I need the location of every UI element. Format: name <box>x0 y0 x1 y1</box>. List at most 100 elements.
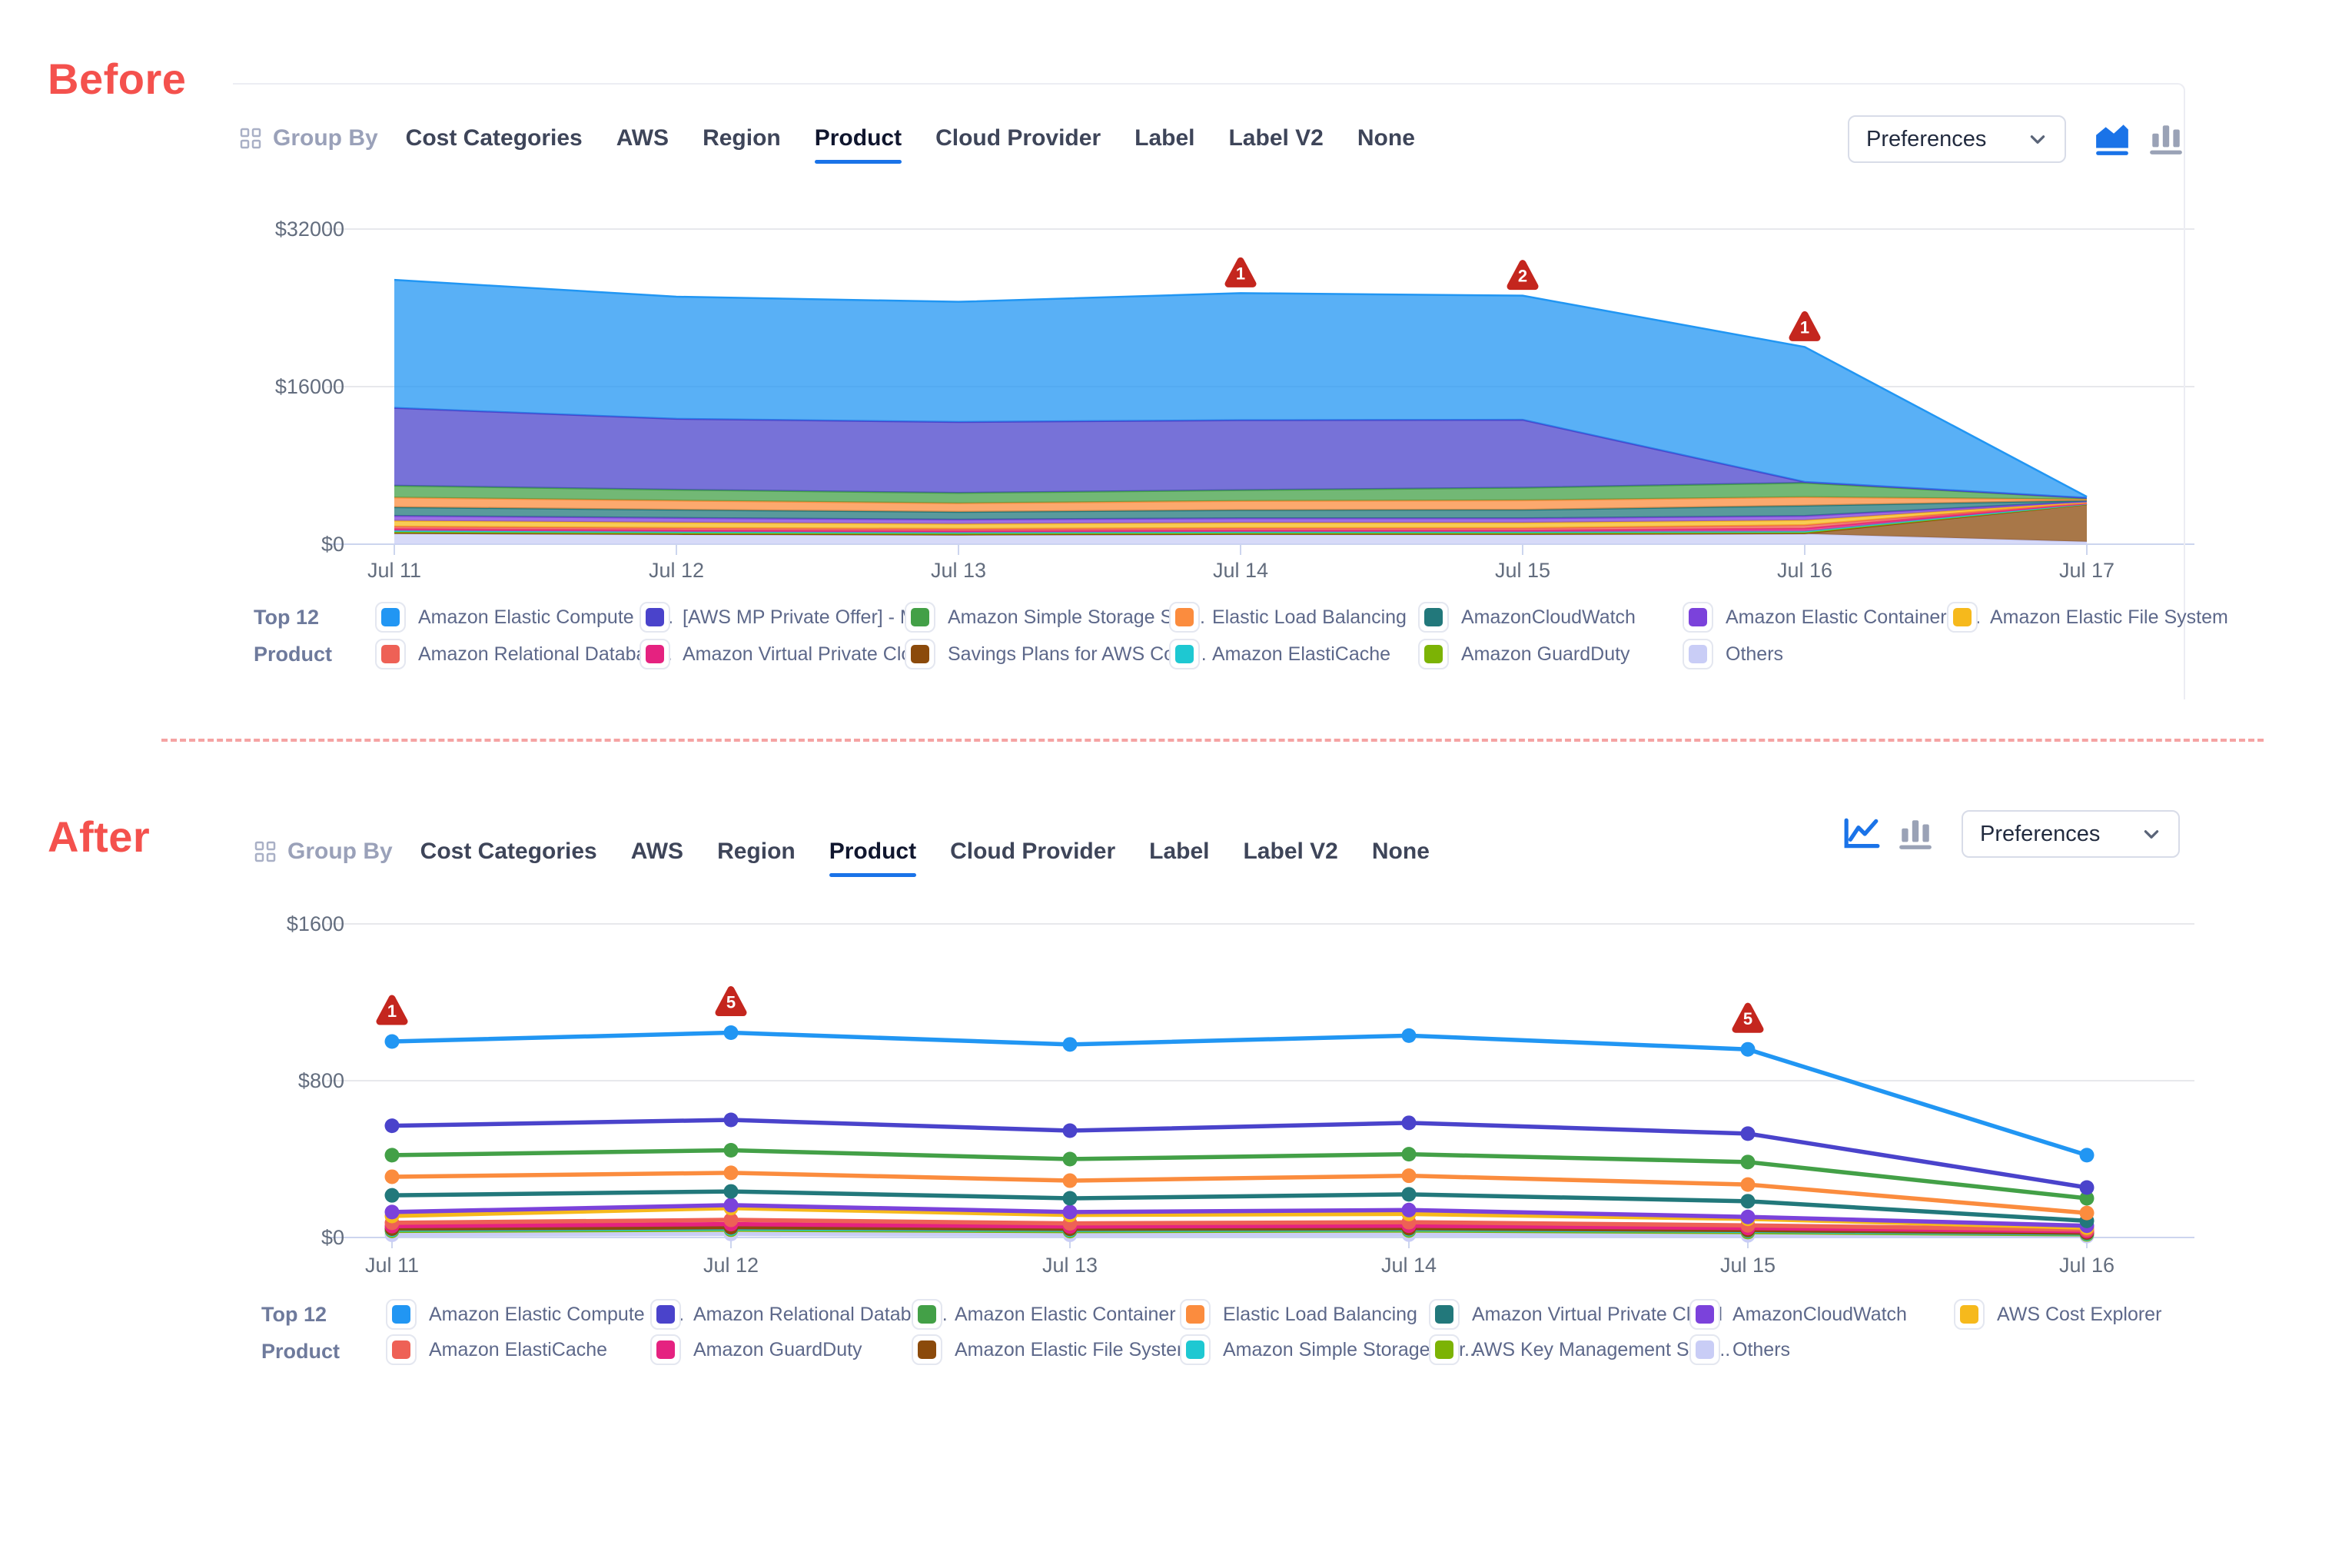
point-amazon-elastic-compute-cl <box>723 1025 739 1041</box>
legend-label: Amazon Elastic File System <box>955 1338 1193 1360</box>
legend-title-line2: Product <box>254 643 333 666</box>
area-others <box>394 533 2087 544</box>
legend-swatch <box>386 1334 417 1365</box>
line-amazon-elasticache <box>391 1218 2088 1232</box>
legend-item-others[interactable]: Others <box>1689 1334 1790 1365</box>
legend-item-amazon-elasticache[interactable]: Amazon ElastiCache <box>386 1334 607 1365</box>
bar-chart-icon[interactable] <box>2148 121 2184 157</box>
legend-item-amazon-elastic-compute-cl[interactable]: Amazon Elastic Compute Cl... <box>375 602 673 633</box>
tab-region[interactable]: Region <box>717 839 796 864</box>
legend-swatch <box>1169 602 1200 633</box>
y-axis-label: $0 <box>321 533 344 556</box>
alert-triangle-icon <box>1732 1002 1764 1033</box>
tab-label[interactable]: Label <box>1149 839 1210 864</box>
tab-aws[interactable]: AWS <box>630 839 684 864</box>
before-tabs: Cost Categories AWS Region Product Cloud Pro… <box>389 125 1432 164</box>
alert-badge[interactable]: 2 <box>1507 260 1539 291</box>
point-amazon-elastic-container-s <box>723 1143 739 1158</box>
tab-product[interactable]: Product <box>829 839 917 877</box>
x-axis-label: Jul 14 <box>1381 1254 1437 1277</box>
legend-item-elastic-load-balancing[interactable]: Elastic Load Balancing <box>1180 1299 1417 1330</box>
before-controls: Preferences <box>1848 115 2184 163</box>
tab-product[interactable]: Product <box>814 125 902 164</box>
tab-label-v2[interactable]: Label V2 <box>1228 125 1324 151</box>
alert-badge[interactable]: 1 <box>376 995 408 1025</box>
preferences-select[interactable]: Preferences <box>1848 115 2066 163</box>
tab-cost-categories[interactable]: Cost Categories <box>405 125 583 151</box>
legend-label: Elastic Load Balancing <box>1212 606 1407 628</box>
x-axis-label: Jul 11 <box>365 1254 419 1277</box>
x-axis-label: Jul 13 <box>931 559 986 582</box>
alert-badge[interactable]: 1 <box>1789 311 1821 341</box>
legend-item-amazon-relational-databas[interactable]: Amazon Relational Databas... <box>650 1299 948 1330</box>
legend-label: Amazon Simple Storage Ser... <box>948 606 1205 628</box>
preferences-select[interactable]: Preferences <box>1962 810 2180 858</box>
legend-label: AWS Cost Explorer <box>1997 1303 2162 1325</box>
line-amazon-virtual-private-cloud <box>391 1189 2088 1224</box>
legend-item-aws-mp-private-offer-m[interactable]: [AWS MP Private Offer] - M... <box>639 602 932 633</box>
legend-label: Amazon Elastic Compute Cl... <box>418 606 674 628</box>
legend-swatch <box>905 602 935 633</box>
legend-item-savings-plans-for-aws-com[interactable]: Savings Plans for AWS Com... <box>905 639 1207 669</box>
legend-item-amazoncloudwatch[interactable]: AmazonCloudWatch <box>1418 602 1636 633</box>
point-amazon-virtual-private-cloud <box>1062 1191 1078 1206</box>
chevron-down-icon <box>2141 824 2161 844</box>
y-axis-label: $1600 <box>287 912 344 935</box>
legend-item-amazon-simple-storage-ser[interactable]: Amazon Simple Storage Ser... <box>905 602 1205 633</box>
tab-label[interactable]: Label <box>1134 125 1195 151</box>
area-chart-icon[interactable] <box>2094 121 2131 157</box>
grid-icon <box>254 840 277 863</box>
alert-badge[interactable]: 5 <box>1732 1002 1764 1033</box>
x-axis-label: Jul 15 <box>1720 1254 1776 1277</box>
bar-chart-icon[interactable] <box>1897 816 1934 852</box>
alert-badge[interactable]: 5 <box>715 986 747 1017</box>
legend-item-elastic-load-balancing[interactable]: Elastic Load Balancing <box>1169 602 1407 633</box>
legend-item-amazon-guardduty[interactable]: Amazon GuardDuty <box>1418 639 1630 669</box>
legend-item-amazon-virtual-private-cloud[interactable]: Amazon Virtual Private Cloud <box>639 639 933 669</box>
tab-cost-categories[interactable]: Cost Categories <box>420 839 597 864</box>
legend-item-amazon-elasticache[interactable]: Amazon ElastiCache <box>1169 639 1390 669</box>
tab-label-v2[interactable]: Label V2 <box>1243 839 1338 864</box>
legend-item-aws-cost-explorer[interactable]: AWS Cost Explorer <box>1954 1299 2161 1330</box>
line-others <box>391 1231 2088 1238</box>
legend-label: AWS Key Management Serv... <box>1472 1338 1731 1360</box>
tab-none[interactable]: None <box>1371 839 1430 864</box>
point-amazon-virtual-private-cloud <box>723 1184 739 1199</box>
x-axis-label: Jul 11 <box>367 559 421 582</box>
point-amazon-relational-databas <box>1062 1123 1078 1138</box>
legend-item-amazon-elastic-compute-cl[interactable]: Amazon Elastic Compute Cl... <box>386 1299 684 1330</box>
tab-none[interactable]: None <box>1357 125 1415 151</box>
legend-swatch <box>912 1299 942 1330</box>
legend-swatch <box>1180 1334 1211 1365</box>
legend-swatch <box>650 1299 681 1330</box>
tab-aws[interactable]: AWS <box>616 125 669 151</box>
area-amazoncloudwatch <box>394 500 2087 520</box>
legend-item-amazon-elastic-file-system[interactable]: Amazon Elastic File System <box>912 1334 1193 1365</box>
tab-cloud-provider[interactable]: Cloud Provider <box>950 839 1116 864</box>
legend-swatch <box>1947 602 1978 633</box>
legend-label: [AWS MP Private Offer] - M... <box>683 606 932 628</box>
legend-label: Amazon Virtual Private Cloud <box>1472 1303 1723 1325</box>
area-elastic-load-balancing <box>394 497 2087 512</box>
alert-badge[interactable]: 1 <box>1224 257 1257 287</box>
legend-item-amazon-relational-databas[interactable]: Amazon Relational Databas... <box>375 639 673 669</box>
legend-item-others[interactable]: Others <box>1683 639 1783 669</box>
point-amazon-elastic-compute-cl <box>2079 1148 2095 1163</box>
line-chart-icon[interactable] <box>1843 816 1880 852</box>
legend-item-amazon-elastic-container-s[interactable]: Amazon Elastic Container S... <box>912 1299 1210 1330</box>
point-amazon-virtual-private-cloud <box>1401 1187 1417 1202</box>
legend-label: Amazon Virtual Private Cloud <box>683 643 934 665</box>
legend-item-amazon-guardduty[interactable]: Amazon GuardDuty <box>650 1334 862 1365</box>
legend-label: AmazonCloudWatch <box>1732 1303 1907 1325</box>
legend-item-amazoncloudwatch[interactable]: AmazonCloudWatch <box>1689 1299 1907 1330</box>
group-by-label: Group By <box>254 839 393 865</box>
legend-item-amazon-elastic-container-s[interactable]: Amazon Elastic Container S... <box>1683 602 1981 633</box>
tab-cloud-provider[interactable]: Cloud Provider <box>935 125 1101 151</box>
legend-item-aws-key-management-serv[interactable]: AWS Key Management Serv... <box>1429 1334 1730 1365</box>
legend-item-amazon-elastic-file-system[interactable]: Amazon Elastic File System <box>1947 602 2228 633</box>
group-by-text: Group By <box>273 125 378 151</box>
legend-label: Amazon Elastic Container S... <box>955 1303 1211 1325</box>
tab-region[interactable]: Region <box>703 125 781 151</box>
alert-count: 1 <box>1236 264 1245 283</box>
legend-item-amazon-virtual-private-cloud[interactable]: Amazon Virtual Private Cloud <box>1429 1299 1722 1330</box>
